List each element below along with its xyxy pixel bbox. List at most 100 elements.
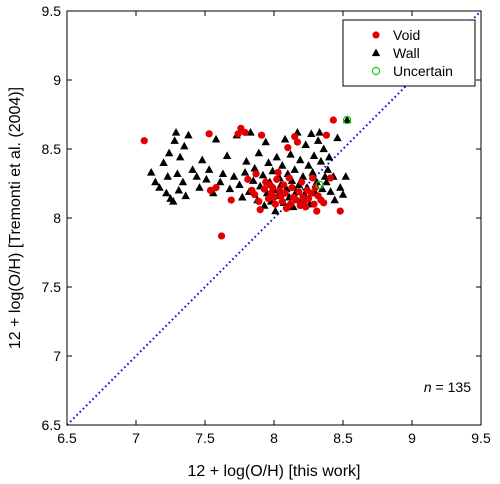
void-point xyxy=(292,196,300,204)
wall-point xyxy=(151,177,160,186)
void-point xyxy=(274,168,282,177)
void-point xyxy=(313,207,321,215)
wall-point xyxy=(240,167,250,176)
void-point xyxy=(295,188,303,196)
wall-point xyxy=(290,165,299,173)
void-point xyxy=(227,196,235,204)
wall-point xyxy=(296,155,305,164)
void-point xyxy=(212,184,220,192)
wall-point xyxy=(188,165,197,173)
void-point xyxy=(311,184,319,192)
void-point xyxy=(251,190,259,199)
wall-point xyxy=(254,148,264,157)
void-point xyxy=(273,175,281,183)
series-wall xyxy=(146,115,352,215)
wall-point xyxy=(322,177,331,186)
wall-point xyxy=(258,170,268,179)
void-point xyxy=(285,174,293,182)
void-point xyxy=(264,195,273,203)
x-tick-label: 9.5 xyxy=(471,430,491,446)
legend-item-wall: Wall xyxy=(371,45,420,61)
wall-point xyxy=(309,151,319,160)
one-to-one-line xyxy=(66,10,482,426)
void-point xyxy=(271,200,279,208)
wall-point xyxy=(225,184,235,193)
data-points xyxy=(140,115,352,240)
wall-point xyxy=(229,172,239,180)
wall-point xyxy=(316,156,326,165)
void-point xyxy=(336,207,344,215)
y-tick-label: 9.5 xyxy=(42,3,62,19)
wall-point xyxy=(336,183,345,191)
void-point xyxy=(234,130,242,138)
legend-label-wall: Wall xyxy=(393,45,420,61)
wall-point xyxy=(326,187,335,195)
void-point xyxy=(256,206,264,214)
wall-point xyxy=(341,172,350,180)
reference-line-layer xyxy=(66,10,482,426)
y-tick-label: 6.5 xyxy=(42,417,62,433)
wall-point xyxy=(261,137,270,146)
wall-point xyxy=(271,206,280,215)
y-tick-label: 9 xyxy=(53,72,61,88)
legend-item-void: Void xyxy=(372,27,420,43)
wall-point xyxy=(218,169,228,177)
void-point xyxy=(298,178,306,186)
legend-label-uncertain: Uncertain xyxy=(393,63,453,79)
wall-point xyxy=(338,190,348,198)
y-tick-label: 8 xyxy=(53,210,61,226)
void-point xyxy=(270,193,278,201)
legend: Void Wall Uncertain xyxy=(342,19,476,87)
void-point xyxy=(275,186,284,194)
x-tick-label: 9 xyxy=(408,430,416,446)
wall-point xyxy=(215,177,225,186)
void-point xyxy=(310,200,318,208)
wall-point xyxy=(342,115,352,124)
wall-point xyxy=(250,163,259,172)
void-point xyxy=(217,232,226,240)
wall-point xyxy=(313,136,323,144)
wall-point xyxy=(315,127,324,136)
wall-point xyxy=(286,150,295,158)
wall-point xyxy=(180,141,189,150)
uncertain-point xyxy=(315,180,324,190)
sample-size-value: = 135 xyxy=(432,379,472,395)
wall-point xyxy=(246,127,255,136)
wall-point xyxy=(280,134,290,143)
wall-point xyxy=(162,188,171,197)
legend-marker-void xyxy=(372,31,380,39)
wall-point xyxy=(175,152,185,161)
wall-point xyxy=(249,176,258,184)
wall-point xyxy=(304,161,313,169)
void-point xyxy=(304,195,313,203)
void-point xyxy=(205,130,213,138)
wall-point xyxy=(202,174,211,183)
void-point xyxy=(302,203,310,211)
wall-point xyxy=(184,130,193,139)
x-tick-label: 8 xyxy=(270,430,278,446)
wall-point xyxy=(170,136,179,144)
void-point xyxy=(241,128,249,137)
void-point xyxy=(257,131,266,139)
void-point xyxy=(284,144,292,152)
x-axis-label: 12 + log(O/H) [this work] xyxy=(188,463,361,480)
wall-point xyxy=(204,165,214,173)
void-point xyxy=(329,116,337,124)
legend-box xyxy=(342,19,476,87)
wall-point xyxy=(235,180,244,189)
void-point xyxy=(291,132,299,141)
void-point xyxy=(293,138,302,146)
uncertain-point xyxy=(342,115,352,125)
y-tick-label: 7.5 xyxy=(42,279,62,295)
series-uncertain xyxy=(315,115,352,190)
y-axis-label: 12 + log(O/H) [Tremonti et al. (2004)] xyxy=(7,87,24,349)
sample-size-annotation: n = 135 xyxy=(424,379,471,395)
void-point xyxy=(322,131,331,139)
wall-point xyxy=(264,158,273,166)
wall-point xyxy=(195,183,204,191)
wall-point xyxy=(312,177,321,186)
void-point xyxy=(252,170,260,178)
void-point xyxy=(309,174,317,182)
wall-point xyxy=(169,196,178,205)
